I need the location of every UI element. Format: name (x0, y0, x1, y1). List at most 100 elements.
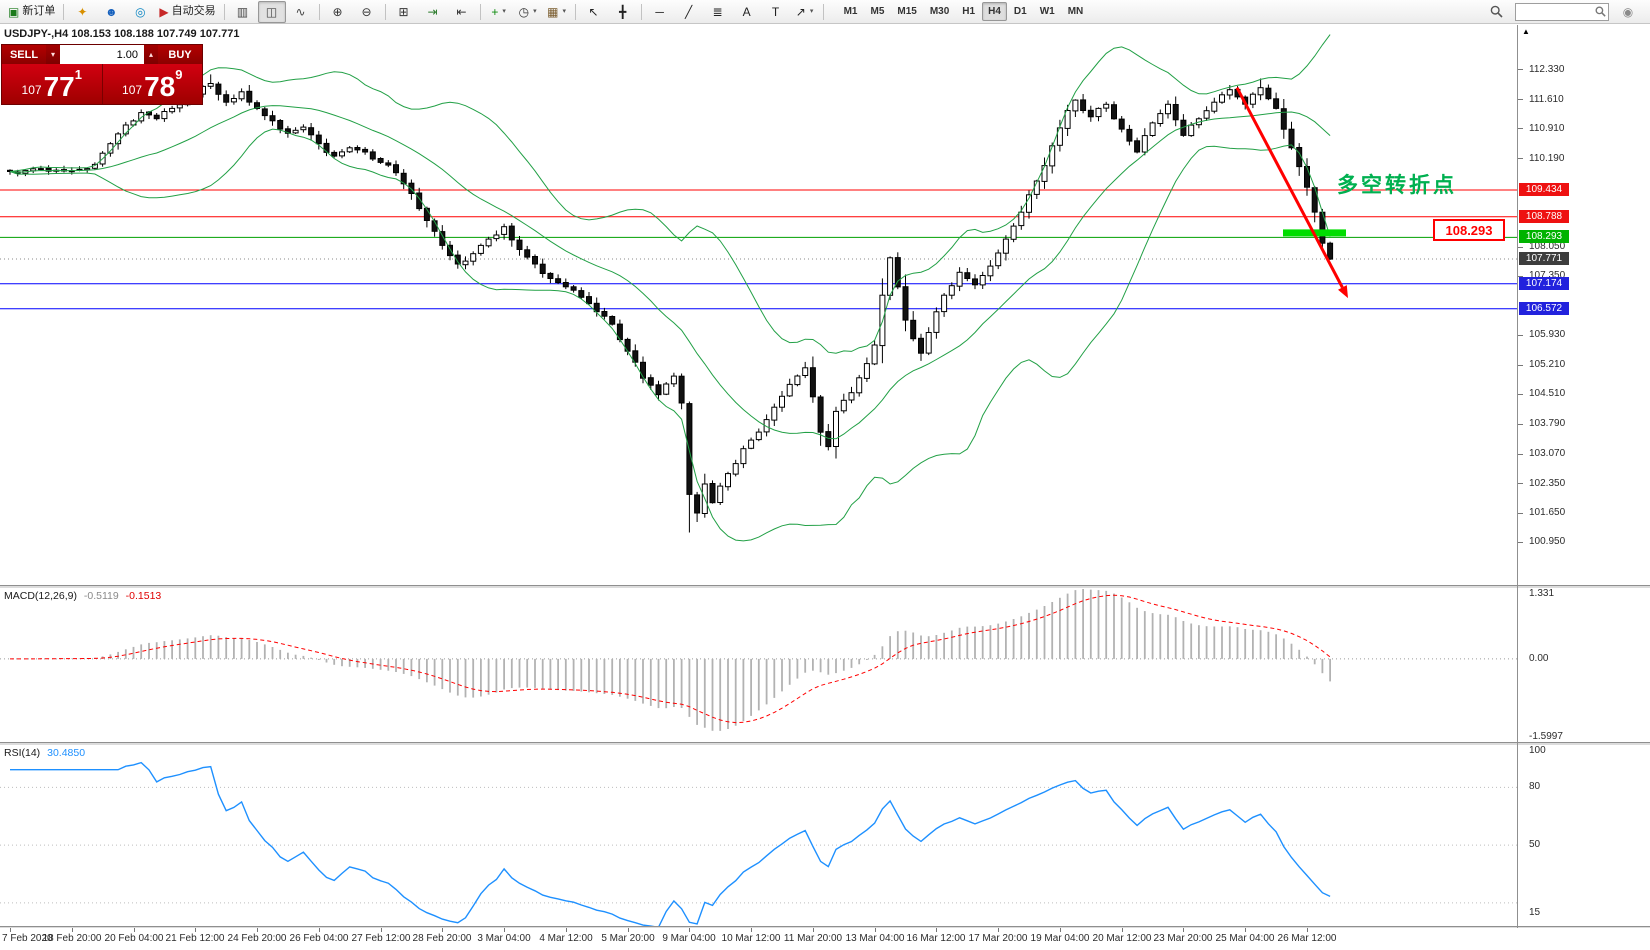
time-axis-label: 20 Mar 12:00 (1092, 933, 1152, 944)
time-axis-label: 10 Mar 12:00 (721, 933, 781, 944)
timeframe-mn-button[interactable]: MN (1067, 6, 1084, 17)
text-icon[interactable]: A (733, 1, 761, 23)
macd-scale[interactable]: 1.331 0.00 -1.5997 (1518, 588, 1649, 742)
time-tick-mark (566, 928, 567, 932)
price-level-badge: 107.174 (1519, 277, 1569, 290)
rsi-value: 30.4850 (47, 747, 86, 759)
chart-ohlc-title: USDJPY-,H4 108.153 108.188 107.749 107.7… (4, 28, 240, 40)
sell-price-button[interactable]: 107 77 1 (2, 64, 102, 104)
time-axis-label: 28 Feb 20:00 (412, 933, 472, 944)
crosshair-icon[interactable]: ╋ (609, 1, 637, 23)
macd-svg[interactable] (0, 588, 1517, 742)
price-level-badge: 109.434 (1519, 183, 1569, 196)
zoom-in-icon-glyph: ⊕ (332, 4, 343, 19)
shapes-button[interactable]: ↗ ▾ (791, 1, 819, 23)
auto-trading-button[interactable]: ▶ 自动交易 (155, 1, 219, 23)
main-chart-window[interactable]: USDJPY-,H4 108.153 108.188 107.749 107.7… (0, 25, 1517, 585)
zoom-out-icon[interactable]: ⊖ (353, 1, 381, 23)
time-tick-mark (504, 928, 505, 932)
rsi-svg[interactable] (0, 745, 1517, 926)
lot-increase-button[interactable]: ▴ (144, 45, 158, 64)
zoom-in-icon[interactable]: ⊕ (324, 1, 352, 23)
toolbar-separator (479, 3, 481, 20)
price-level-badge: 107.771 (1519, 252, 1569, 265)
tile-windows-icon[interactable]: ⊞ (390, 1, 418, 23)
search-input[interactable] (1518, 5, 1595, 18)
turning-point-annotation-text[interactable]: 多空转折点 (1337, 174, 1457, 197)
text-label-icon[interactable]: T (762, 1, 790, 23)
rsi-indicator-window[interactable]: RSI(14) 30.4850 (0, 745, 1517, 926)
buy-price-big: 78 (144, 71, 176, 102)
time-axis-label: 23 Mar 20:00 (1153, 933, 1213, 944)
fibonacci-icon[interactable]: ≣ (704, 1, 732, 23)
buy-price-prefix: 107 (122, 83, 143, 97)
buy-button[interactable]: BUY (158, 45, 202, 64)
time-tick-mark (72, 928, 73, 932)
bar-chart-icon[interactable]: ▥ (229, 1, 257, 23)
cursor-icon[interactable]: ↖ (580, 1, 608, 23)
price-tick-label: 107.350 (1529, 270, 1566, 281)
timeframe-m1-button[interactable]: M1 (843, 6, 858, 17)
one-click-trading-panel: SELL ▾ ▴ BUY 107 77 1 107 78 9 (1, 44, 203, 105)
buy-price-button[interactable]: 107 78 9 (103, 64, 203, 104)
timeframe-m5-button[interactable]: M5 (870, 6, 885, 17)
horizontal-line-icon[interactable]: ─ (646, 1, 674, 23)
toolbar: ▣ 新订单 ✦ ☻ ◎ ▶ 自动交易 ▥ ◫ ∿ ⊕ ⊖ ⊞ ⇥ ⇤ + ▾ ◷ ▾ ▦ ▾ ↖ ╋ ─ ╱ ≣ A T ↗ ▾ M1 M5… (0, 0, 1650, 24)
market-watch-icon-glyph: ✦ (77, 4, 88, 19)
community-icon[interactable]: ◎ (126, 1, 154, 23)
timeframe-w1-button[interactable]: W1 (1039, 6, 1055, 17)
price-chart-svg[interactable] (0, 25, 1517, 585)
time-tick-mark (10, 928, 11, 932)
templates-button[interactable]: ▦ ▾ (543, 1, 571, 23)
rsi-scale-label: 15 (1529, 907, 1541, 918)
price-scale[interactable]: ▲ 112.330 111.610 110.910 110.190 108.050 107… (1518, 25, 1649, 585)
buy-price-pip: 9 (175, 67, 183, 82)
time-tick-mark (195, 928, 196, 932)
accounts-icon[interactable]: ☻ (97, 1, 125, 23)
new-order-button[interactable]: ▣ 新订单 (4, 1, 59, 23)
bollinger-bands (9, 34, 1331, 542)
time-tick-mark (813, 928, 814, 932)
price-tick-label: 111.610 (1529, 94, 1564, 105)
notifications-icon[interactable]: ◉ (1622, 4, 1634, 19)
rsi-scale-label: 100 (1529, 745, 1546, 756)
timeframe-m15-button[interactable]: M15 (897, 6, 917, 17)
time-axis[interactable]: 7 Feb 2020 18 Feb 20:00 20 Feb 04:00 21 Feb… (0, 928, 1650, 950)
price-tick-label: 101.650 (1529, 507, 1566, 518)
time-tick-mark (134, 928, 135, 932)
timeframe-m30-button[interactable]: M30 (929, 6, 950, 17)
line-chart-icon[interactable]: ∿ (287, 1, 315, 23)
window-splitter[interactable] (0, 742, 1650, 745)
time-axis-label: 9 Mar 04:00 (662, 933, 716, 944)
time-axis-label: 3 Mar 04:00 (477, 933, 531, 944)
time-axis-label: 19 Mar 04:00 (1030, 933, 1090, 944)
window-splitter[interactable] (0, 585, 1650, 588)
candlestick-chart-icon[interactable]: ◫ (257, 0, 286, 23)
timeframe-h4-button[interactable]: H4 (982, 2, 1007, 21)
trendline-icon[interactable]: ╱ (675, 1, 703, 23)
indicators-button[interactable]: + ▾ (485, 1, 513, 23)
rsi-scale[interactable]: 100 80 50 15 (1518, 745, 1649, 926)
trend-arrow-annotation[interactable] (1235, 87, 1348, 299)
cursor-icon-glyph: ↖ (588, 4, 599, 19)
chart-shift-icon[interactable]: ⇤ (448, 1, 476, 23)
timeframe-h1-button[interactable]: H1 (962, 6, 976, 17)
auto-scroll-icon[interactable]: ⇥ (419, 1, 447, 23)
new-order-button-glyph: ▣ (8, 4, 20, 19)
timeframe-d1-button[interactable]: D1 (1013, 6, 1027, 17)
price-tick-mark (1518, 513, 1523, 514)
sell-button[interactable]: SELL (2, 45, 46, 64)
community-icon-glyph: ◎ (135, 4, 146, 19)
search-icon[interactable] (1482, 1, 1510, 23)
market-watch-icon[interactable]: ✦ (68, 1, 96, 23)
periods-button[interactable]: ◷ ▾ (514, 1, 542, 23)
lot-size-input[interactable] (60, 45, 144, 64)
price-level-label-box[interactable]: 108.293 (1433, 219, 1505, 241)
search-submit-icon[interactable] (1595, 6, 1606, 17)
lot-decrease-button[interactable]: ▾ (46, 45, 60, 64)
time-tick-mark (936, 928, 937, 932)
macd-indicator-window[interactable]: MACD(12,26,9) -0.5119 -0.1513 (0, 588, 1517, 742)
text-label-icon-glyph: T (771, 4, 780, 19)
toolbar-right: ◉ (1482, 1, 1646, 23)
time-tick-mark (1307, 928, 1308, 932)
